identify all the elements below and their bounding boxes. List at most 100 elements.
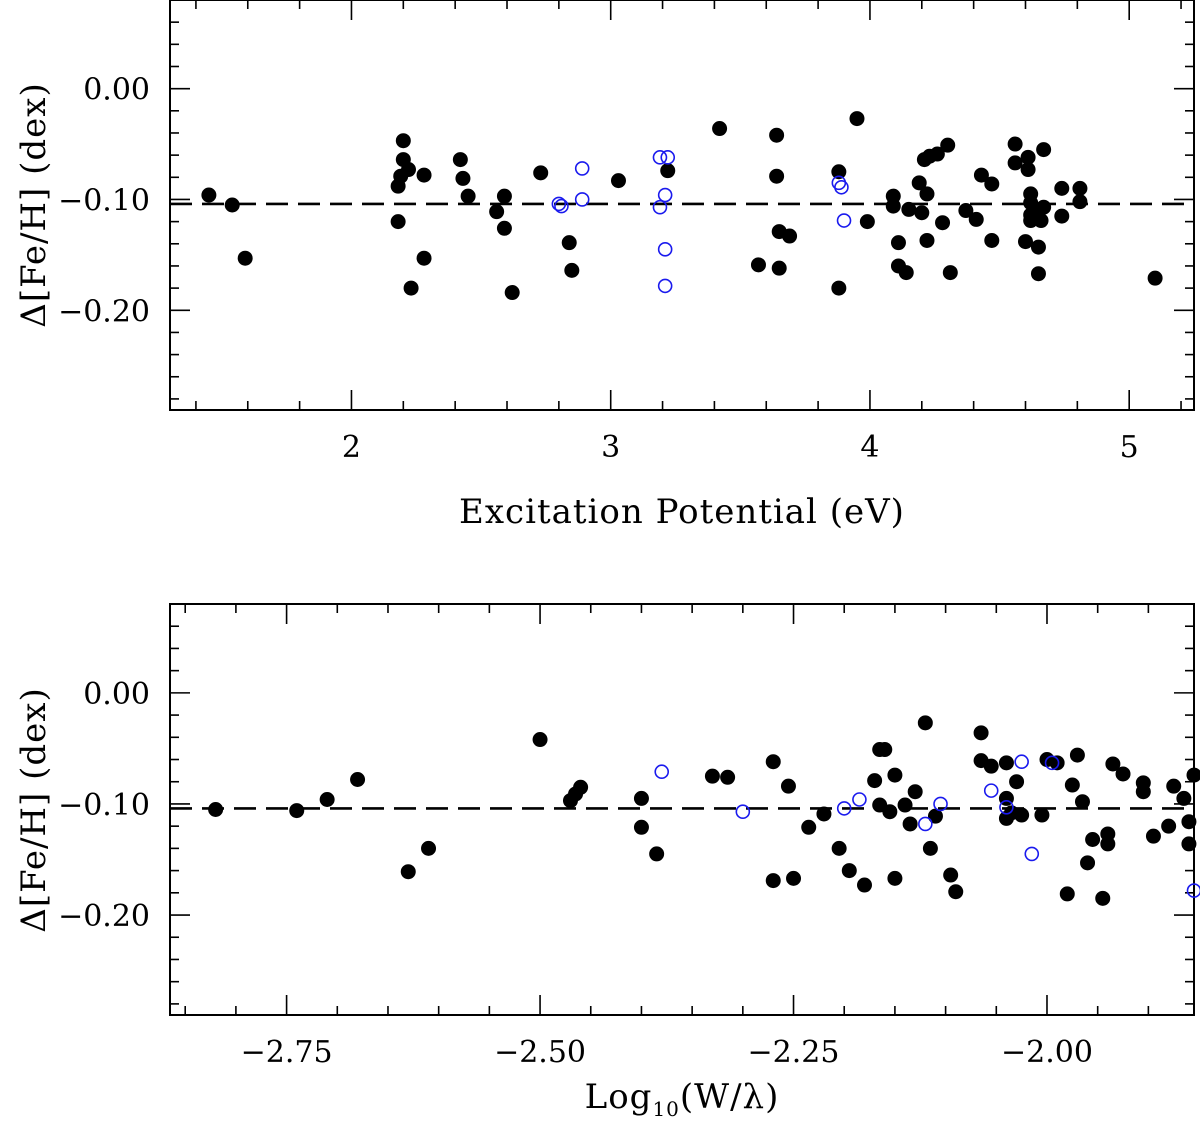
x-tick-label: 3 [601, 430, 620, 465]
fe-i-point [1054, 180, 1070, 196]
fe-i-point [401, 162, 417, 178]
fe-i-point [712, 121, 728, 137]
x-tick-label: −2.25 [748, 1035, 840, 1070]
fe-i-point [1054, 208, 1070, 224]
fe-i-point [984, 176, 1000, 192]
fe-ii-point [574, 192, 590, 207]
fe-i-point [911, 175, 927, 191]
fe-i-point [1069, 747, 1085, 763]
fe-ii-point [551, 196, 567, 212]
fe-i-point [765, 754, 781, 770]
fe-i-point [350, 772, 366, 788]
fe-i-point [831, 280, 847, 296]
fe-i-point [1161, 818, 1177, 834]
fe-i-point [610, 173, 626, 189]
fe-i-point [561, 235, 577, 251]
fe-ii-point [999, 799, 1014, 815]
fe-i-point [1115, 766, 1131, 782]
fe-ii-point [1044, 755, 1060, 771]
fe-i-point [917, 715, 933, 731]
fe-i-point [901, 201, 917, 217]
fe-i-point [319, 792, 335, 808]
fe-i-point [403, 280, 419, 296]
fe-i-point [633, 819, 649, 835]
fe-i-point [1033, 213, 1049, 229]
fe-i-point [935, 215, 951, 231]
x-tick-label: −2.50 [494, 1035, 586, 1070]
fe-i-point [919, 232, 935, 248]
fe-i-point [859, 214, 875, 230]
fe-i-point [496, 220, 512, 236]
fe-i-point [897, 797, 913, 813]
fe-i-point [1085, 831, 1101, 847]
y-tick-label: −0.10 [58, 183, 150, 218]
fe-i-point [907, 784, 923, 800]
fe-i-point [1049, 755, 1065, 771]
fe-i-point [943, 867, 959, 883]
fe-i-point [973, 167, 989, 183]
fe-i-point [400, 864, 416, 880]
fe-i-point [1181, 814, 1197, 830]
fe-i-point [1034, 807, 1050, 823]
fe-i-point [984, 232, 1000, 248]
fe-ii-point [652, 199, 668, 215]
fe-i-point [1064, 777, 1080, 793]
fe-i-point [455, 170, 471, 186]
fe-i-point [887, 870, 903, 886]
fe-ii-point [836, 801, 852, 816]
fe-i-point [849, 111, 865, 127]
fe-i-point [958, 203, 974, 219]
fe-ii-point [1014, 754, 1029, 770]
fe-i-point [929, 146, 945, 162]
fe-i-point [237, 250, 253, 266]
y-tick-label: 0.00 [83, 73, 150, 108]
data-points [208, 715, 1200, 906]
x-axis-title: Log10(W/λ) [585, 1077, 780, 1121]
fe-i-point [801, 819, 817, 835]
fe-i-point [780, 778, 796, 794]
fe-i-point [1176, 790, 1192, 806]
fe-i-point [922, 840, 938, 856]
fe-i-point [1145, 828, 1161, 844]
fe-i-point [948, 884, 964, 900]
data-points [201, 111, 1163, 301]
fe-i-point [289, 803, 305, 819]
fe-i-point [786, 870, 802, 886]
fe-i-point [660, 163, 676, 179]
fe-ii-point [735, 804, 751, 820]
tick-marks [170, 0, 1194, 410]
fe-i-point [771, 260, 787, 276]
fe-i-point [416, 250, 432, 266]
fe-i-point [1020, 162, 1036, 178]
fe-ii-point [657, 187, 673, 203]
fe-i-point [704, 768, 720, 784]
y-tick-label: −0.20 [58, 294, 150, 329]
fe-i-point [831, 164, 847, 180]
fe-i-point [1059, 886, 1075, 902]
fe-i-point [1036, 199, 1052, 215]
x-axis-title: Excitation Potential (eV) [459, 492, 905, 532]
x-tick-label: 2 [342, 430, 361, 465]
fe-i-point [489, 204, 505, 220]
fe-i-point [564, 262, 580, 278]
fe-i-point [1036, 142, 1052, 158]
fe-i-point [452, 152, 468, 168]
fe-i-point [1100, 826, 1116, 842]
x-tick-label: 5 [1120, 430, 1139, 465]
fe-ii-point [1024, 846, 1040, 862]
fe-i-point [633, 790, 649, 806]
tick-labels: −2.75−2.50−2.25−2.00−1.750.00−0.10−0.20 [58, 677, 1093, 1070]
fe-ii-point [933, 796, 948, 812]
fe-i-point [1181, 836, 1197, 852]
fe-i-point [1147, 270, 1163, 286]
fe-ii-point [918, 816, 933, 832]
x-tick-label: 4 [860, 430, 879, 465]
fe-i-point [1080, 855, 1096, 871]
fe-i-point [968, 211, 984, 227]
fe-i-point [496, 188, 512, 204]
fe-i-point [769, 168, 785, 184]
x-tick-label: −2.00 [1001, 1035, 1093, 1070]
fe-i-point [1017, 234, 1033, 250]
fe-ii-point [652, 150, 668, 165]
